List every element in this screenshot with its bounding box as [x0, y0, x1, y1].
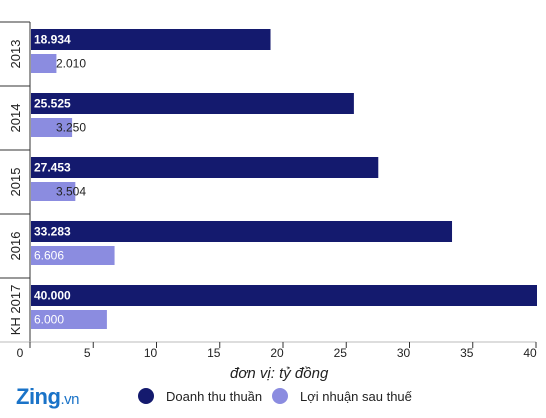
- category-label: KH 2017: [8, 285, 23, 336]
- x-tick-label: 25: [334, 346, 348, 360]
- category-label: 2013: [8, 40, 23, 69]
- profit-bar-label: 3.504: [56, 185, 86, 199]
- profit-bar: [31, 310, 107, 329]
- logo-suffix: .vn: [60, 391, 79, 408]
- x-tick-label: 5: [84, 346, 91, 360]
- revenue-bar-label: 33.283: [34, 225, 71, 239]
- revenue-bar: [31, 285, 537, 306]
- legend-dot-profit-icon: [272, 388, 288, 404]
- x-tick-label: 0: [17, 346, 24, 360]
- x-tick-label: 10: [144, 346, 158, 360]
- revenue-bar-label: 25.525: [34, 97, 71, 111]
- category-label: 2016: [8, 232, 23, 261]
- x-tick-label: 15: [207, 346, 221, 360]
- revenue-bar-label: 18.934: [34, 33, 71, 47]
- unit-note: đơn vị: tỷ đồng: [230, 365, 329, 382]
- profit-bar: [31, 246, 115, 265]
- revenue-bar-label: 27.453: [34, 161, 71, 175]
- profit-bar-label: 6.000: [34, 313, 64, 327]
- profit-bar: [31, 118, 73, 137]
- legend-item-profit: Lợi nhuận sau thuế: [272, 388, 412, 404]
- profit-bar-label: 2.010: [56, 57, 86, 71]
- revenue-bar: [31, 221, 453, 242]
- logo-main: Zing: [16, 384, 61, 409]
- x-tick-label: 20: [270, 346, 284, 360]
- category-label: 2014: [8, 104, 23, 133]
- revenue-bar: [31, 93, 354, 114]
- revenue-bar: [31, 29, 271, 50]
- zing-logo: Zing.vn: [16, 384, 79, 410]
- legend-dot-revenue-icon: [138, 388, 154, 404]
- x-tick-label: 40: [523, 346, 537, 360]
- profit-bar: [31, 54, 57, 73]
- revenue-bar: [31, 157, 379, 178]
- legend-label-profit: Lợi nhuận sau thuế: [300, 388, 412, 404]
- x-tick-label: 30: [397, 346, 411, 360]
- profit-bar-label: 6.606: [34, 249, 64, 263]
- revenue-bar-label: 40.000: [34, 289, 71, 303]
- category-label: 2015: [8, 168, 23, 197]
- legend-label-revenue: Doanh thu thuần: [166, 388, 263, 404]
- profit-bar: [31, 182, 76, 201]
- profit-bar-label: 3.250: [56, 121, 86, 135]
- x-tick-label: 35: [460, 346, 474, 360]
- legend-item-revenue: Doanh thu thuần: [138, 388, 262, 404]
